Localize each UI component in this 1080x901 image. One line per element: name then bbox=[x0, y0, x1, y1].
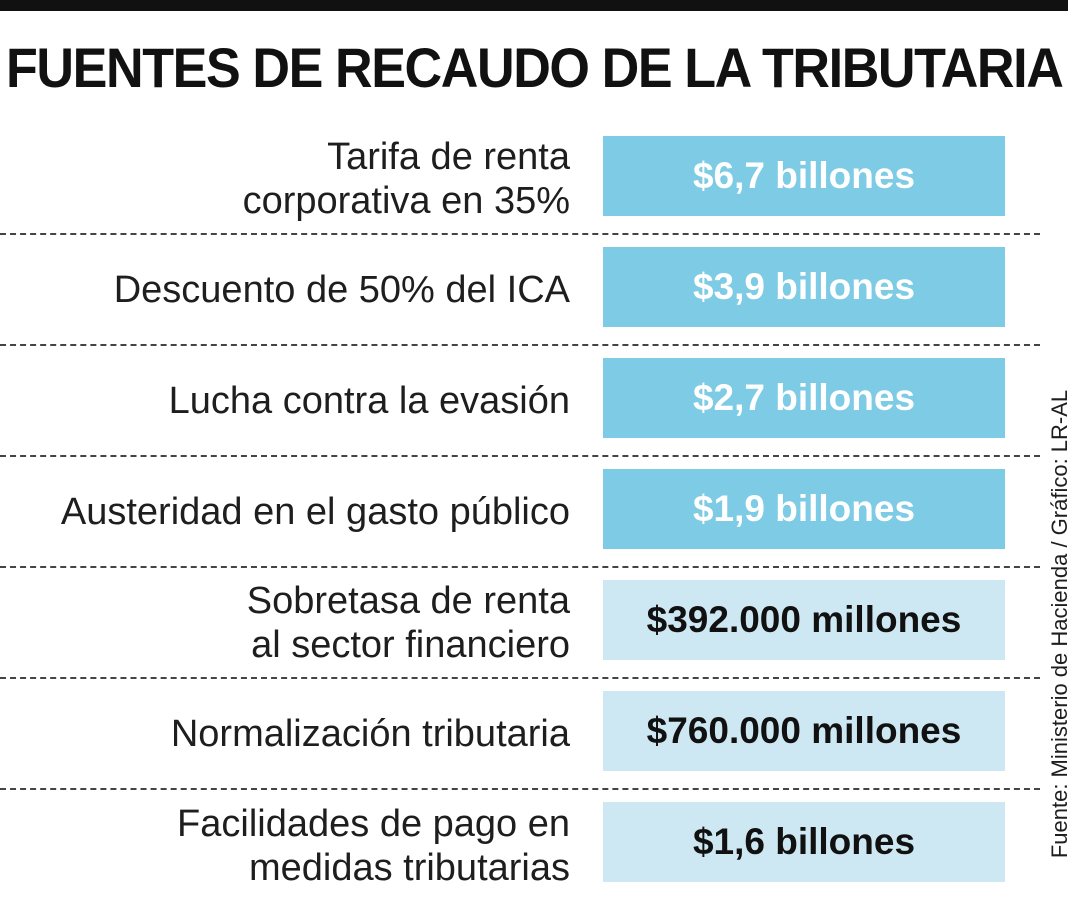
value-box: $2,7 billones bbox=[603, 358, 1005, 438]
source-credit: Fuente: Ministerio de Hacienda / Gráfico… bbox=[1040, 350, 1080, 898]
row-label: Normalización tributaria bbox=[10, 679, 570, 788]
row-label-line: corporativa en 35% bbox=[242, 179, 570, 222]
list-item: Sobretasa de renta al sector financiero … bbox=[0, 568, 1040, 679]
value-box: $760.000 millones bbox=[603, 691, 1005, 771]
list-item: Facilidades de pago en medidas tributari… bbox=[0, 790, 1040, 901]
row-label: Lucha contra la evasión bbox=[10, 346, 570, 455]
row-label-line: Tarifa de renta bbox=[327, 135, 570, 178]
row-label-line: medidas tributarias bbox=[248, 846, 570, 889]
row-label: Tarifa de renta corporativa en 35% bbox=[10, 124, 570, 233]
row-label: Sobretasa de renta al sector financiero bbox=[10, 568, 570, 677]
row-label-line: Facilidades de pago en bbox=[177, 802, 570, 845]
list-item: Austeridad en el gasto público $1,9 bill… bbox=[0, 457, 1040, 568]
row-label: Austeridad en el gasto público bbox=[10, 457, 570, 566]
value-box: $6,7 billones bbox=[603, 136, 1005, 216]
row-label: Facilidades de pago en medidas tributari… bbox=[10, 790, 570, 901]
list-item: Normalización tributaria $760.000 millon… bbox=[0, 679, 1040, 790]
list-item: Descuento de 50% del ICA $3,9 billones bbox=[0, 235, 1040, 346]
list-item: Lucha contra la evasión $2,7 billones bbox=[0, 346, 1040, 457]
row-label-line: Austeridad en el gasto público bbox=[60, 490, 570, 533]
row-label-line: Descuento de 50% del ICA bbox=[113, 268, 570, 311]
row-label-line: al sector financiero bbox=[251, 623, 570, 666]
value-box: $1,6 billones bbox=[603, 802, 1005, 882]
row-label-line: Sobretasa de renta bbox=[246, 579, 570, 622]
row-label: Descuento de 50% del ICA bbox=[10, 235, 570, 344]
row-label-line: Lucha contra la evasión bbox=[168, 379, 570, 422]
value-box: $3,9 billones bbox=[603, 247, 1005, 327]
row-label-line: Normalización tributaria bbox=[170, 712, 570, 755]
revenue-sources-list: Tarifa de renta corporativa en 35% $6,7 … bbox=[0, 124, 1040, 901]
source-credit-text: Fuente: Ministerio de Hacienda / Gráfico… bbox=[1047, 389, 1073, 859]
value-box: $1,9 billones bbox=[603, 469, 1005, 549]
top-rule bbox=[0, 0, 1068, 11]
page-title: FUENTES DE RECAUDO DE LA TRIBUTARIA bbox=[6, 36, 1064, 99]
value-box: $392.000 millones bbox=[603, 580, 1005, 660]
list-item: Tarifa de renta corporativa en 35% $6,7 … bbox=[0, 124, 1040, 235]
